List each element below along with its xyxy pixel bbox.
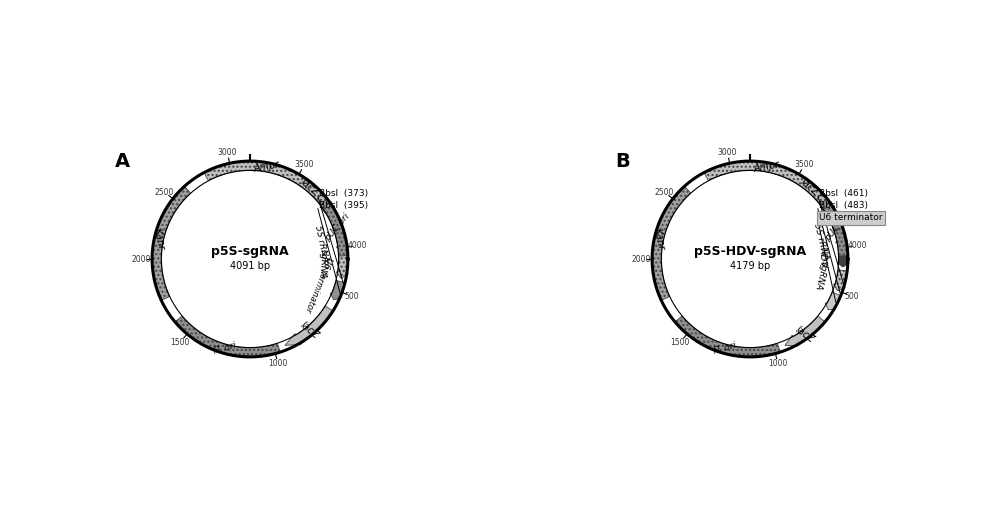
Polygon shape (773, 165, 836, 224)
Text: 3000: 3000 (718, 148, 737, 157)
Text: BbsI  (461): BbsI (461) (819, 189, 868, 198)
Text: BbsI  (373): BbsI (373) (319, 189, 368, 198)
Text: 500: 500 (345, 292, 359, 300)
Text: Ampr: Ampr (252, 160, 280, 175)
Polygon shape (285, 306, 333, 346)
Text: lacZ: lacZ (793, 324, 816, 344)
Text: BbsI  (395): BbsI (395) (319, 202, 368, 210)
Polygon shape (175, 316, 280, 357)
Text: 4000: 4000 (848, 241, 868, 250)
Polygon shape (336, 255, 348, 278)
Text: HDV: HDV (818, 248, 827, 268)
Text: 1500: 1500 (170, 338, 190, 347)
Text: 5S rRNA: 5S rRNA (313, 225, 329, 263)
Polygon shape (273, 165, 336, 224)
Text: 2500: 2500 (655, 188, 674, 197)
Polygon shape (333, 226, 348, 252)
Text: B: B (615, 152, 630, 171)
Text: 3500: 3500 (295, 161, 314, 169)
Text: 4000: 4000 (348, 241, 368, 250)
Text: 1000: 1000 (768, 359, 788, 368)
Polygon shape (152, 186, 191, 300)
Text: p5S-HDV-sgRNA: p5S-HDV-sgRNA (694, 245, 806, 258)
Text: sgRNA: sgRNA (318, 249, 328, 279)
Text: 5S rRNA: 5S rRNA (812, 222, 829, 261)
Text: 500: 500 (845, 292, 859, 300)
Text: A: A (115, 152, 130, 171)
Text: 4179 bp: 4179 bp (730, 262, 770, 271)
Text: lacZ: lacZ (299, 177, 321, 198)
Polygon shape (330, 280, 345, 300)
Text: 4091 bp: 4091 bp (230, 262, 270, 271)
Text: Kanr: Kanr (152, 228, 166, 251)
Polygon shape (204, 161, 323, 199)
Text: 2000: 2000 (132, 254, 151, 264)
Text: pUC ori: pUC ori (323, 211, 352, 243)
Polygon shape (704, 161, 823, 199)
Text: 2000: 2000 (632, 254, 651, 264)
Text: BbsI  (483): BbsI (483) (819, 202, 868, 210)
Polygon shape (675, 316, 780, 357)
Text: 3000: 3000 (218, 148, 237, 157)
Polygon shape (833, 226, 848, 246)
Text: U6 terminator: U6 terminator (819, 213, 882, 222)
Text: 2500: 2500 (155, 188, 174, 197)
Text: f1 ori: f1 ori (212, 341, 237, 356)
Text: lacZ: lacZ (799, 177, 821, 198)
Polygon shape (320, 199, 348, 256)
Text: lacZ: lacZ (299, 320, 321, 341)
Text: U6 terminator: U6 terminator (303, 255, 334, 313)
Polygon shape (652, 186, 691, 300)
Text: Ampr: Ampr (752, 160, 780, 175)
Polygon shape (837, 249, 849, 267)
Text: Kanr: Kanr (652, 228, 666, 251)
Text: f1 ori: f1 ori (712, 341, 737, 356)
Polygon shape (785, 316, 825, 346)
Text: p5S-sgRNA: p5S-sgRNA (211, 245, 289, 258)
Polygon shape (825, 292, 841, 310)
Text: 3500: 3500 (795, 161, 814, 169)
Polygon shape (833, 270, 847, 291)
Text: 1000: 1000 (268, 359, 288, 368)
Polygon shape (820, 199, 848, 256)
Text: pUC ori: pUC ori (823, 211, 852, 243)
Text: 1500: 1500 (670, 338, 690, 347)
Text: sgRNA: sgRNA (813, 260, 829, 291)
